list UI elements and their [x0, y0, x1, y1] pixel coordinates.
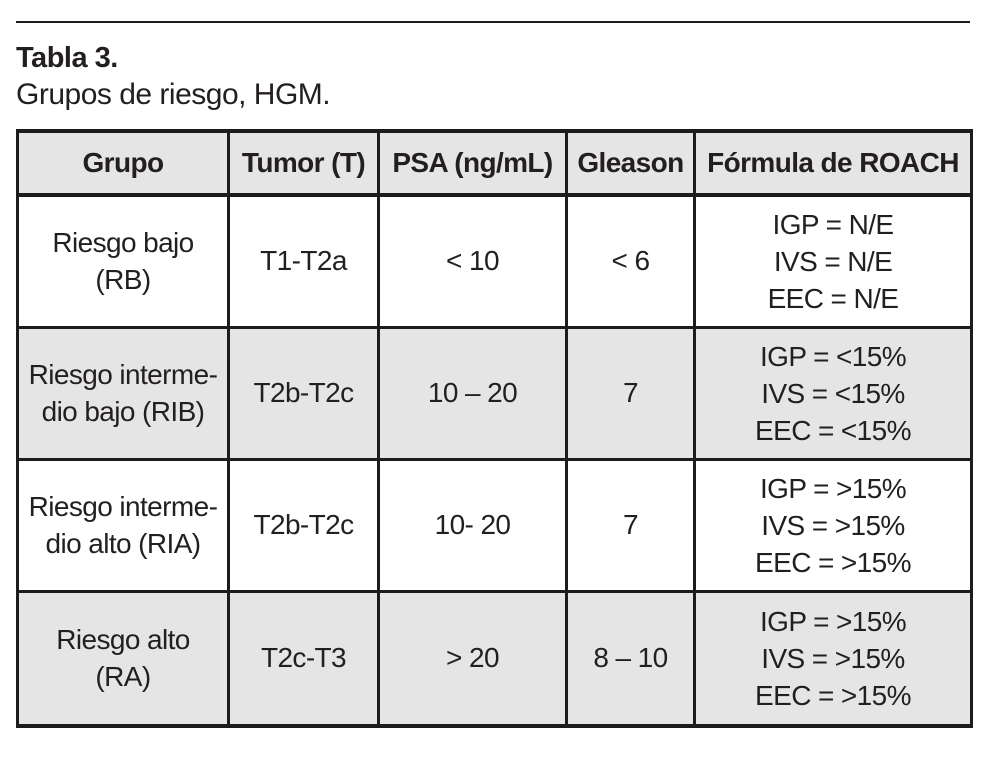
cell-formula: IGP = >15% IVS = >15% EEC = >15% — [693, 589, 973, 728]
table-row-riesgo-alto: Riesgo alto (RA) T2c-T3 > 20 8 – 10 IGP … — [16, 589, 973, 728]
formula-igp: IGP = <15% — [759, 340, 907, 372]
section-divider-rule — [16, 21, 970, 23]
table-header-row: Grupo Tumor (T) PSA (ng/mL) Gleason Fórm… — [16, 129, 973, 197]
grupo-line: (RB) — [95, 264, 151, 296]
formula-igp: IGP = >15% — [759, 605, 907, 637]
cell-psa: > 20 — [377, 589, 568, 728]
cell-grupo: Riesgo bajo (RB) — [16, 193, 230, 329]
formula-igp: IGP = >15% — [759, 472, 907, 504]
col-header-grupo: Grupo — [16, 129, 230, 197]
col-header-formula-roach: Fórmula de ROACH — [693, 129, 973, 197]
cell-grupo: Riesgo interme- dio alto (RIA) — [16, 457, 230, 593]
grupo-line: Riesgo alto — [56, 624, 190, 656]
cell-formula: IGP = >15% IVS = >15% EEC = >15% — [693, 457, 973, 593]
formula-eec: EEC = >15% — [755, 546, 911, 578]
table-subtitle: Grupos de riesgo, HGM. — [16, 78, 331, 111]
cell-formula: IGP = N/E IVS = N/E EEC = N/E — [693, 193, 973, 329]
cell-psa: < 10 — [377, 193, 568, 329]
formula-eec: EEC = >15% — [755, 679, 911, 711]
table-row-riesgo-bajo: Riesgo bajo (RB) T1-T2a < 10 < 6 IGP = N… — [16, 193, 973, 329]
formula-ivs: IVS = >15% — [761, 509, 905, 541]
cell-tumor: T1-T2a — [227, 193, 380, 329]
grupo-line: (RA) — [95, 661, 151, 693]
cell-gleason: 8 – 10 — [565, 589, 696, 728]
grupo-line: Riesgo interme- — [28, 359, 218, 390]
formula-ivs: IVS = N/E — [773, 245, 893, 277]
cell-tumor: T2b-T2c — [227, 457, 380, 593]
cell-grupo: Riesgo interme- dio bajo (RIB) — [16, 325, 230, 461]
table-row-riesgo-intermedio-bajo: Riesgo interme- dio bajo (RIB) T2b-T2c 1… — [16, 325, 973, 461]
table-title: Tabla 3. — [16, 42, 118, 74]
grupo-line: Riesgo bajo — [52, 227, 194, 259]
cell-tumor: T2c-T3 — [227, 589, 380, 728]
cell-gleason: < 6 — [565, 193, 696, 329]
formula-ivs: IVS = <15% — [761, 377, 905, 409]
cell-formula: IGP = <15% IVS = <15% EEC = <15% — [693, 325, 973, 461]
formula-igp: IGP = N/E — [772, 208, 895, 240]
col-header-gleason: Gleason — [565, 129, 696, 197]
grupo-line: Riesgo interme- — [28, 491, 218, 522]
cell-psa: 10- 20 — [377, 457, 568, 593]
formula-eec: EEC = <15% — [755, 414, 911, 446]
risk-groups-table: Grupo Tumor (T) PSA (ng/mL) Gleason Fórm… — [16, 129, 973, 728]
grupo-line: dio alto (RIA) — [45, 528, 202, 559]
table-row-riesgo-intermedio-alto: Riesgo interme- dio alto (RIA) T2b-T2c 1… — [16, 457, 973, 593]
formula-ivs: IVS = >15% — [761, 642, 905, 674]
cell-psa: 10 – 20 — [377, 325, 568, 461]
formula-eec: EEC = N/E — [767, 282, 899, 314]
col-header-psa: PSA (ng/mL) — [377, 129, 568, 197]
grupo-line: dio bajo (RIB) — [41, 396, 205, 427]
cell-gleason: 7 — [565, 325, 696, 461]
col-header-tumor: Tumor (T) — [227, 129, 380, 197]
cell-gleason: 7 — [565, 457, 696, 593]
cell-grupo: Riesgo alto (RA) — [16, 589, 230, 728]
cell-tumor: T2b-T2c — [227, 325, 380, 461]
